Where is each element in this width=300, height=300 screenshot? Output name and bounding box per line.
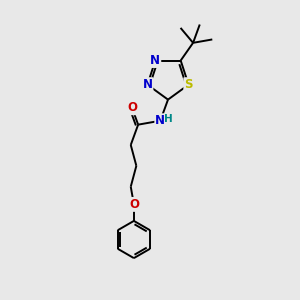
Text: N: N [142,78,152,91]
Text: N: N [155,114,165,127]
Text: O: O [129,198,139,211]
Text: N: N [150,54,160,67]
Text: S: S [184,78,193,91]
Text: O: O [127,101,137,114]
Text: H: H [164,114,173,124]
